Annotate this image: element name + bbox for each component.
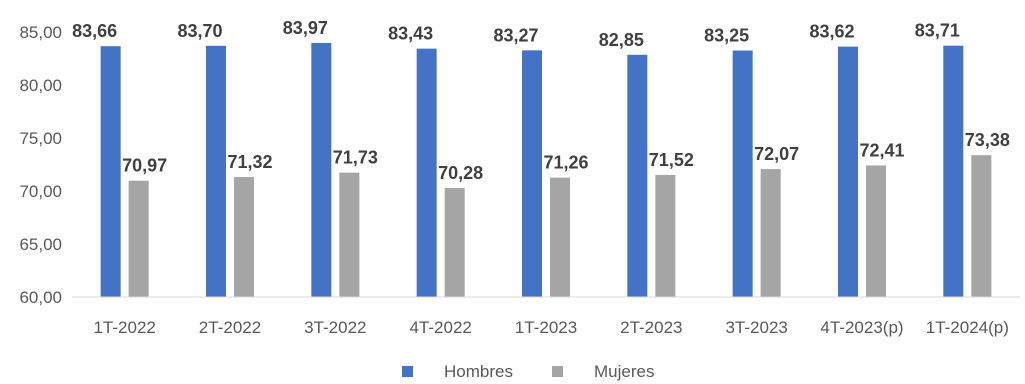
bar-mujeres-1t-2023: [550, 177, 570, 297]
bar-mujeres-1t-2024p: [971, 155, 992, 297]
legend-swatch-mujeres: [552, 366, 563, 377]
legend-label-mujeres: Mujeres: [594, 362, 654, 381]
legend-label-hombres: Hombres: [444, 362, 513, 381]
data-label-hombres: 83,25: [704, 26, 749, 46]
x-tick-label: 4T-2022: [409, 318, 471, 337]
y-tick-label: 80,00: [19, 76, 62, 95]
data-label-mujeres: 72,41: [859, 140, 904, 160]
x-tick-label: 2T-2023: [620, 318, 682, 337]
bar-mujeres-3t-2023: [760, 169, 781, 297]
x-tick-label: 3T-2023: [725, 318, 787, 337]
data-label-mujeres: 71,32: [227, 152, 272, 172]
data-label-mujeres: 71,26: [543, 153, 588, 173]
bar-hombres-4t-2022: [416, 48, 437, 297]
data-label-mujeres: 72,07: [754, 144, 799, 164]
y-tick-label: 65,00: [19, 235, 62, 254]
data-label-hombres: 83,97: [283, 18, 328, 38]
y-tick-label: 75,00: [19, 129, 62, 148]
x-tick-label: 4T-2023(p): [820, 318, 903, 337]
y-tick-label: 60,00: [19, 288, 62, 307]
x-tick-label: 1T-2022: [93, 318, 155, 337]
x-tick-label: 1T-2023: [515, 318, 577, 337]
y-tick-label: 85,00: [19, 23, 62, 42]
legend: Hombres Mujeres: [402, 362, 654, 381]
bars: [100, 42, 992, 298]
data-label-mujeres: 70,97: [122, 156, 167, 176]
data-label-mujeres: 71,52: [649, 150, 694, 170]
data-label-hombres: 83,70: [177, 21, 222, 41]
bar-hombres-3t-2022: [311, 42, 332, 297]
bar-mujeres-2t-2022: [234, 177, 254, 297]
y-axis: 60,00 65,00 70,00 75,00 80,00 85,00: [19, 23, 62, 307]
bar-mujeres-1t-2022: [128, 180, 149, 297]
legend-swatch-hombres: [402, 366, 413, 377]
data-labels: 83,66 83,70 83,97 83,43 83,27 82,85 83,25 83,62…: [72, 18, 1010, 183]
x-tick-label: 3T-2022: [304, 318, 366, 337]
x-axis: 1T-2022 2T-2022 3T-2022 4T-2022 1T-2023 2T-20…: [93, 318, 1008, 337]
bar-hombres-2t-2023: [627, 54, 648, 297]
bar-mujeres-4t-2022: [444, 188, 465, 297]
bar-hombres-2t-2022: [206, 45, 226, 297]
bar-mujeres-3t-2022: [339, 172, 360, 297]
bar-hombres-4t-2023p: [838, 46, 858, 298]
bar-hombres-1t-2023: [522, 50, 542, 298]
data-label-hombres: 83,62: [809, 22, 854, 42]
data-label-hombres: 83,43: [388, 24, 433, 44]
x-tick-label: 2T-2022: [199, 318, 261, 337]
data-label-hombres: 82,85: [599, 30, 644, 50]
data-label-mujeres: 71,73: [333, 148, 378, 168]
data-label-mujeres: 70,28: [438, 163, 483, 183]
data-label-hombres: 83,66: [72, 21, 117, 41]
bar-hombres-3t-2023: [732, 50, 753, 297]
y-tick-label: 70,00: [19, 182, 62, 201]
data-label-hombres: 83,27: [493, 25, 538, 45]
bar-mujeres-2t-2023: [655, 174, 676, 297]
data-label-mujeres: 73,38: [965, 130, 1010, 150]
x-tick-label: 1T-2024(p): [926, 318, 1009, 337]
bar-mujeres-4t-2023p: [866, 165, 886, 297]
data-label-hombres: 83,71: [915, 21, 960, 41]
bar-hombres-1t-2024p: [943, 45, 964, 298]
bar-hombres-1t-2022: [100, 46, 121, 298]
